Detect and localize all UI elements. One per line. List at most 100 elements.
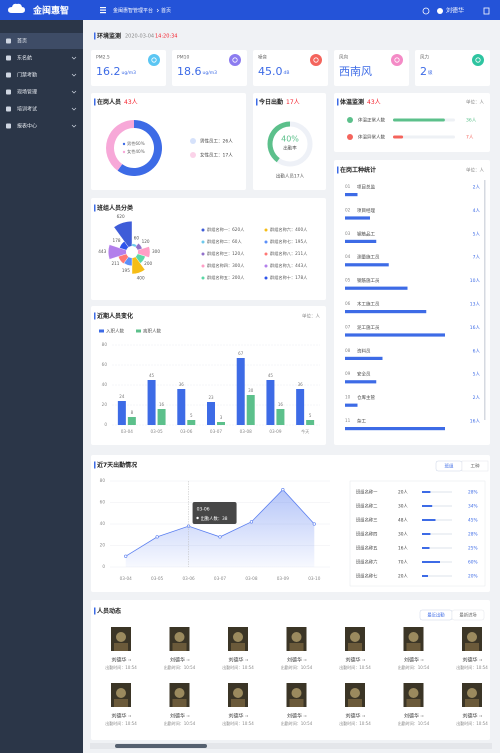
person-time: 出勤时间：10:54 [281,720,313,726]
data-label: 3 [220,415,223,420]
x-tick-label: 03-05 [150,429,163,434]
groups-panel [91,198,326,300]
row-label: 项目经理 [357,207,375,214]
team-count: 20人 [398,574,408,580]
row-label: 安全员 [357,371,371,378]
text-part: 60% [135,141,144,146]
legend-dot [122,142,126,146]
x-tick-label: 03-07 [210,429,223,434]
person-arrow [128,714,132,718]
staff-count: 男性员工：26人 [200,138,233,145]
menu-icon[interactable] [6,55,11,61]
env-icon-inner [232,57,238,63]
photo-face [350,688,360,698]
bar [117,401,126,425]
team-count: 16人 [398,546,408,552]
data-label: 24 [119,394,125,399]
person-time: 出勤时间：10:54 [105,720,137,726]
person-arrow [303,714,307,718]
bar [296,389,305,425]
team-count: 48人 [398,518,408,524]
bar-track [422,547,452,549]
menu-icon[interactable] [6,106,11,112]
temp-label: 体温异常人数 [358,134,385,141]
tooltip-title: 03-06 [197,507,210,513]
menu-icon[interactable] [6,38,11,44]
person-arrow [362,658,366,662]
photo-body [172,699,187,707]
point [124,554,128,558]
panel-title: 班组人员分类 [97,204,134,212]
env-label: 风力 [420,54,429,61]
data-label: 16 [159,402,165,407]
logout-icon[interactable] [483,7,490,15]
person-name: 刘德华 [111,657,126,664]
tab[interactable] [451,609,485,621]
y-tick-label: 40 [100,521,106,526]
row-value: 16人 [470,419,481,425]
team-count: 30人 [398,532,408,538]
tab[interactable] [461,460,489,472]
text-part: 体温监测 [340,98,364,106]
row-index: 03 [345,231,351,236]
menu-icon[interactable] [6,89,11,95]
team-name: 班组名称七 [356,573,378,580]
data-label: 30 [248,388,254,393]
person-arrow [362,714,366,718]
menu-chevron [71,124,77,128]
x-tick-label: 03-09 [269,429,282,434]
point [281,488,285,492]
temp-icon [347,134,353,140]
menu-icon[interactable] [6,123,11,129]
team-name: 班组名称五 [356,545,378,552]
person-arrow [128,658,132,662]
avatar[interactable] [437,8,443,14]
row-index: 05 [345,278,351,283]
text-part: ug/m3 [122,70,137,76]
legend-dot [264,252,268,256]
row-value: 16人 [470,325,481,331]
menu-icon[interactable] [6,72,11,78]
menu-item: 首页 [17,38,27,45]
bar [422,491,431,493]
rose-label: 620 [117,214,125,219]
x-tick-label: 03-06 [180,429,193,434]
breadcrumb-sep [156,8,159,13]
bar [345,403,358,407]
person-name: 刘德华 [404,657,419,664]
env-card [415,50,490,86]
rose-label: 178 [113,238,121,243]
team-pct: 34% [468,504,478,510]
person-time: 出勤时间：10:54 [398,664,430,670]
env-icon-inner [151,57,157,63]
env-label: 噪音 [258,54,267,61]
person-name: 刘德华 [345,713,360,720]
bar [345,263,389,267]
menu-toggle[interactable] [100,7,106,14]
row-value: 2人 [473,395,481,401]
row-label: 仓库主管 [357,394,375,401]
text-part: dB [284,70,290,76]
text-part: 出勤人数： [201,515,222,522]
settings-icon[interactable] [422,7,430,15]
row-label: 测量施工员 [357,254,380,261]
row-value: 13人 [470,302,481,308]
photo-body [114,643,128,651]
photo-face [233,632,243,642]
legend-dot [264,264,268,268]
temp-label: 体温正常人数 [358,117,385,124]
row-label: 项目总监 [357,184,375,191]
env-card [334,50,409,86]
env-time: 14:20:34 [155,34,177,40]
staff-icon [190,152,196,158]
legend-item: 群组名称二：60人 [207,238,242,245]
scrollbar [484,180,486,420]
donut-legend: 女性40% [127,148,145,155]
rose-label: 211 [111,261,119,266]
title-marker [337,166,339,174]
scroll-thumb[interactable] [115,744,207,748]
photo-body [289,643,304,651]
text-part: 人员动态 [97,607,121,615]
person-name: 刘德华 [111,713,126,720]
row-value: 4人 [473,208,481,214]
